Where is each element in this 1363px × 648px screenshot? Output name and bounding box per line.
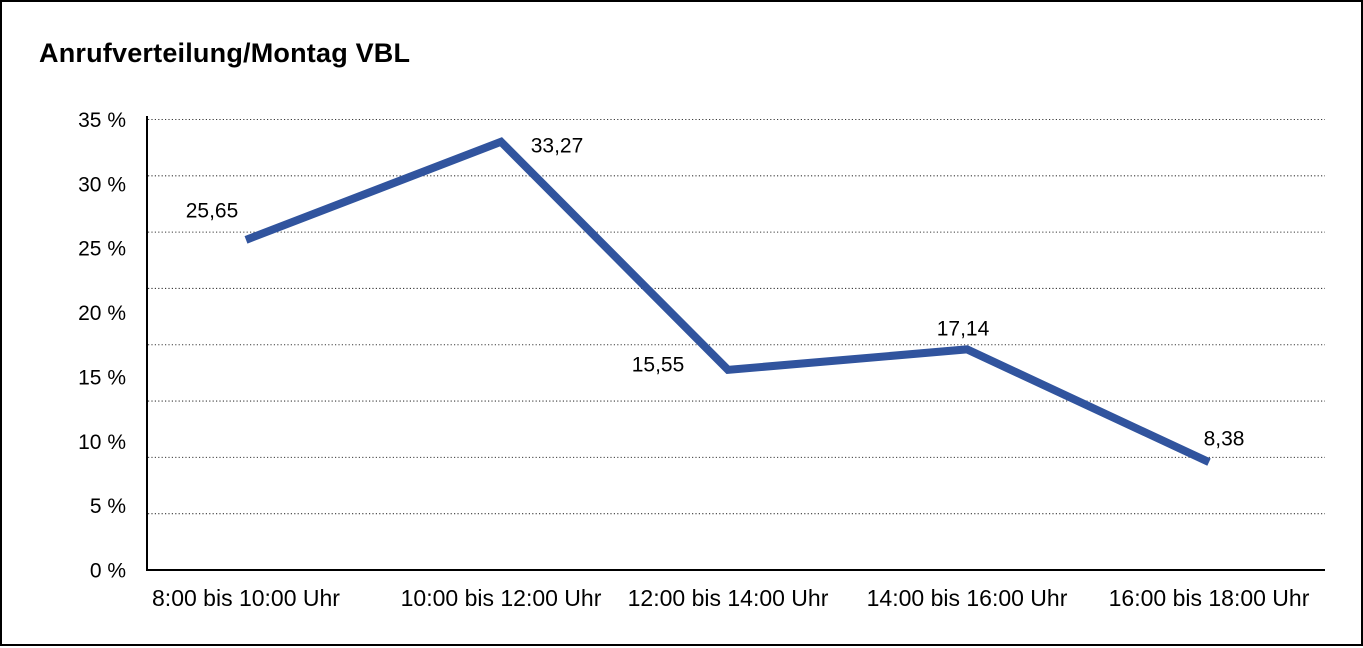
value-label: 15,55 — [632, 353, 685, 376]
chart-title: Anrufverteilung/Montag VBL — [39, 38, 411, 68]
value-label: 33,27 — [531, 134, 584, 157]
x-tick-label: 10:00 bis 12:00 Uhr — [401, 585, 602, 611]
data-line — [244, 137, 1211, 466]
y-tick-label: 10 % — [78, 431, 126, 454]
x-tick-label: 12:00 bis 14:00 Uhr — [628, 585, 829, 611]
y-tick-label: 25 % — [78, 238, 126, 261]
x-tick-label: 14:00 bis 16:00 Uhr — [867, 585, 1068, 611]
y-tick-label: 0 % — [90, 560, 126, 583]
x-tick-label: 16:00 bis 18:00 Uhr — [1109, 585, 1310, 611]
y-tick-label: 5 % — [90, 495, 126, 518]
value-label: 17,14 — [937, 317, 990, 340]
value-label: 8,38 — [1204, 428, 1245, 451]
x-tick-label: 8:00 bis 10:00 Uhr — [152, 585, 340, 611]
y-tick-label: 15 % — [78, 366, 126, 389]
y-tick-label: 30 % — [78, 173, 126, 196]
y-tick-label: 20 % — [78, 302, 126, 325]
value-label: 25,65 — [186, 199, 239, 222]
y-tick-label: 35 % — [78, 109, 126, 132]
